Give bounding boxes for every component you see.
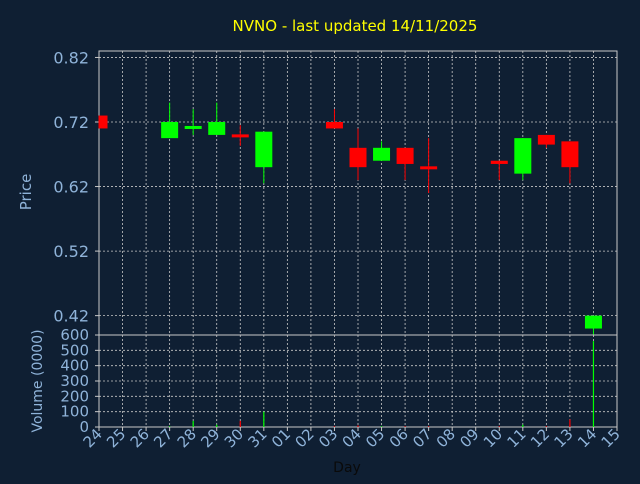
candle-body: [537, 134, 555, 145]
volume-tick-label: 300: [60, 372, 89, 390]
price-panel: 0.82 0.72 0.62 0.52 0.42: [53, 48, 618, 348]
volume-tick-label: 400: [60, 357, 89, 375]
price-tick-label: 0.52: [53, 242, 89, 261]
candle-body: [396, 147, 414, 164]
chart-title: NVNO - last updated 14/11/2025: [233, 17, 478, 35]
candle-body: [208, 122, 226, 135]
candle-body: [561, 141, 579, 168]
volume-tick-label: 100: [60, 403, 89, 421]
volume-tick-label: 200: [60, 387, 89, 405]
candle-body: [514, 138, 532, 174]
volume-tick-label: 0: [79, 418, 89, 436]
candle-body: [184, 125, 202, 129]
candle-body: [161, 122, 179, 139]
x-tick-labels: 2425262728293031010203040506070809101112…: [80, 425, 624, 451]
price-tick-label: 0.42: [53, 307, 89, 326]
price-tick-label: 0.82: [53, 48, 89, 67]
candle-body: [255, 131, 273, 168]
candle-body: [349, 147, 367, 168]
price-axis-label: Price: [17, 174, 35, 211]
candle-body: [584, 315, 602, 329]
price-tick-label: 0.72: [53, 113, 89, 132]
price-tick-label: 0.62: [53, 178, 89, 197]
candle-body: [420, 166, 438, 170]
candle-body: [99, 115, 108, 129]
candle-body: [231, 134, 249, 138]
x-axis-label: Day: [333, 460, 361, 476]
volume-tick-label: 500: [60, 341, 89, 359]
volume-axis-label: Volume (0000): [30, 329, 46, 432]
candle-body: [373, 147, 391, 161]
candle-body: [325, 122, 343, 129]
candle-body: [490, 160, 508, 164]
volume-tick-label: 600: [60, 326, 89, 344]
